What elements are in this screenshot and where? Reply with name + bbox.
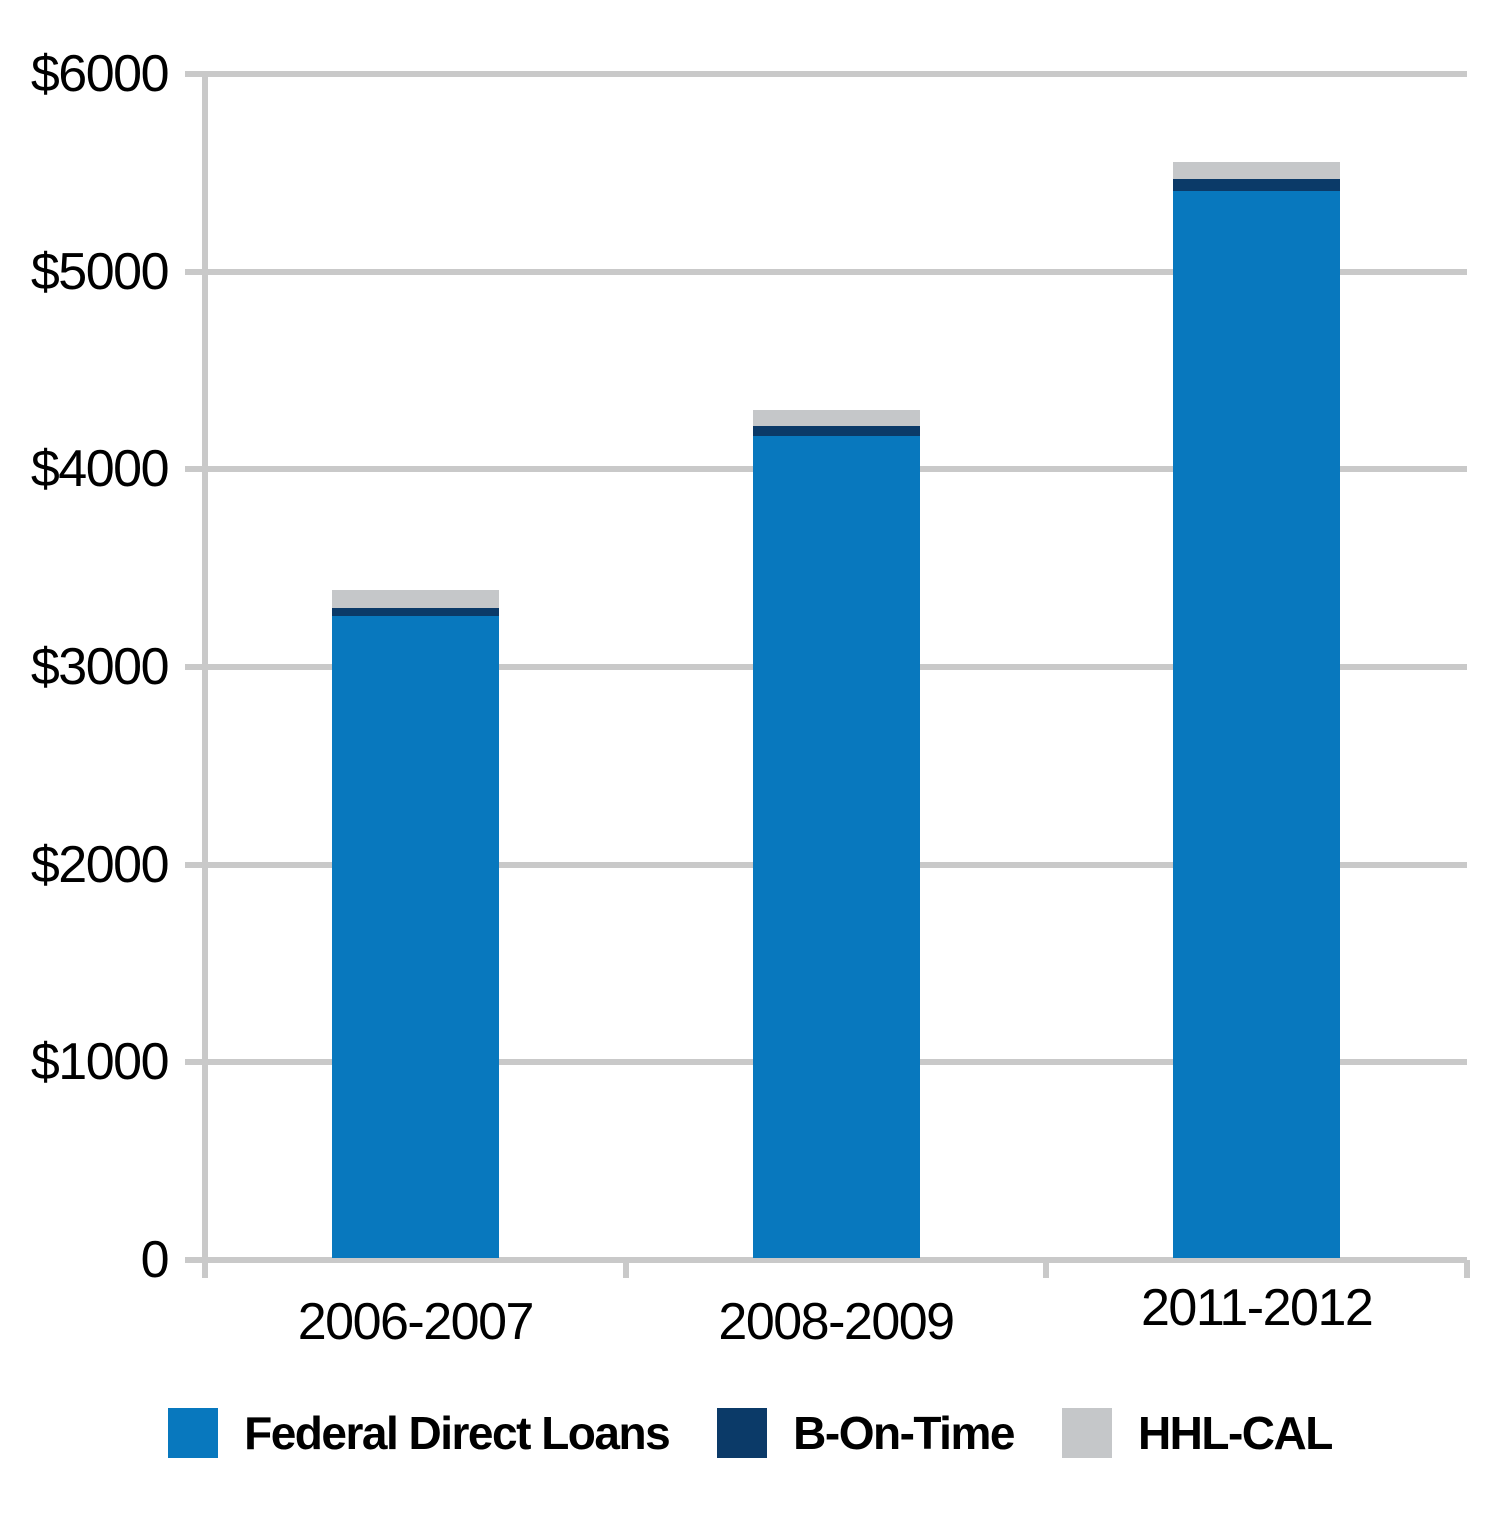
x-axis-tick	[1464, 1260, 1470, 1278]
bar-2008-2009-hhl-cal	[752, 410, 920, 426]
legend-swatch-hhl-cal	[1061, 1408, 1112, 1458]
legend-item-federal-direct-loans: Federal Direct Loans	[168, 1406, 671, 1460]
x-axis-category-label: 2011-2012	[1140, 1279, 1374, 1337]
bar-2006-2007-b-on-time	[331, 607, 499, 616]
legend-item-hhl-cal: HHL-CAL	[1061, 1406, 1333, 1460]
gridline-6000	[185, 71, 1467, 77]
bar-2006-2007-hhl-cal	[331, 589, 499, 608]
bar-2008-2009-federal-direct-loans	[752, 435, 920, 1258]
y-axis-tick-label: $5000	[30, 242, 170, 301]
legend: Federal Direct Loans B-On-Time HHL-CAL	[0, 1406, 1500, 1460]
bar-2008-2009-b-on-time	[752, 425, 920, 436]
y-axis-tick-label: $3000	[30, 638, 170, 696]
x-axis-tick	[1043, 1260, 1050, 1278]
legend-label: Federal Direct Loans	[244, 1407, 671, 1459]
gridline-0	[185, 1257, 1467, 1263]
y-axis-tick-label: $6000	[30, 45, 170, 103]
bar-2006-2007-federal-direct-loans	[331, 615, 499, 1258]
bar-2011-2012-b-on-time	[1173, 178, 1341, 191]
y-axis-tick-label: $4000	[30, 440, 170, 499]
y-axis-tick-label: 0	[140, 1231, 170, 1289]
x-axis-category-label: 2008-2009	[718, 1293, 955, 1351]
gridline-5000	[185, 268, 1467, 275]
bar-2011-2012-hhl-cal	[1173, 161, 1341, 179]
x-axis-tick	[622, 1260, 629, 1278]
x-axis-category-label: 2006-2007	[297, 1293, 535, 1351]
y-axis-line	[202, 71, 208, 1278]
legend-swatch-federal-direct-loans	[168, 1408, 219, 1458]
y-axis-tick-label: $1000	[30, 1033, 170, 1092]
legend-swatch-b-on-time	[717, 1408, 768, 1458]
bar-2011-2012-federal-direct-loans	[1173, 190, 1341, 1258]
legend-label: B-On-Time	[793, 1407, 1015, 1459]
legend-item-b-on-time: B-On-Time	[717, 1406, 1015, 1460]
legend-label: HHL-CAL	[1137, 1407, 1333, 1459]
y-axis-tick-label: $2000	[30, 835, 170, 894]
